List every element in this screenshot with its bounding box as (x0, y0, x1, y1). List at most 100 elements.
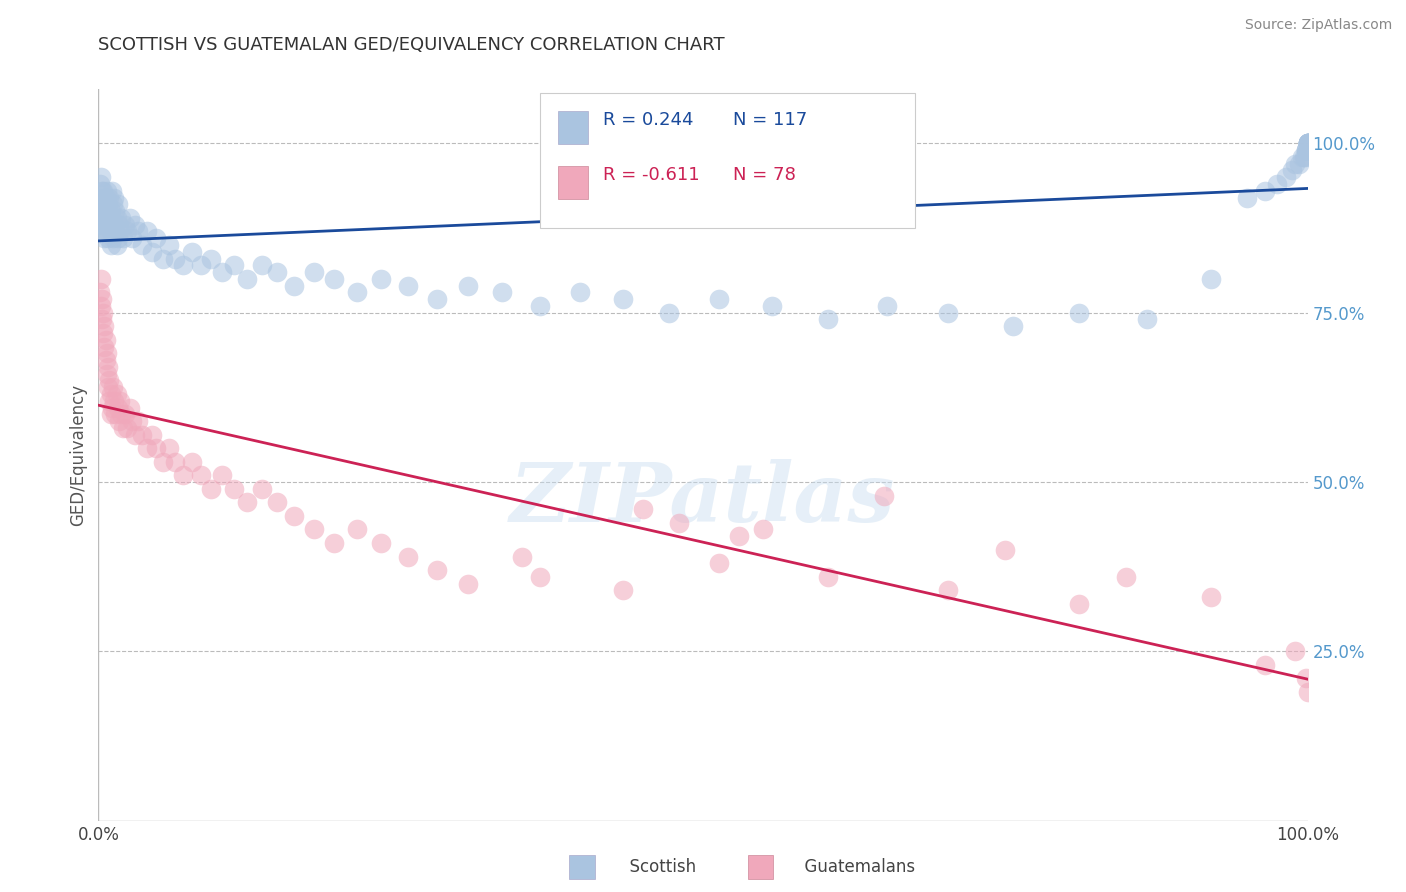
Point (283, 278, 305, 293)
Point (91, 184, 114, 198)
Point (529, 299, 551, 313)
Point (89, 285, 111, 300)
Text: R = -0.611: R = -0.611 (603, 166, 699, 184)
Point (103, 218, 125, 232)
Point (211, 468, 233, 483)
Point (1296, 143, 1319, 157)
Point (568, 285, 591, 300)
Point (145, 231, 167, 245)
Point (1296, 136, 1319, 151)
Point (124, 427, 146, 442)
Point (1067, 597, 1090, 611)
Text: R = 0.244: R = 0.244 (603, 112, 693, 129)
Point (658, 306, 681, 320)
Point (163, 455, 186, 469)
Point (396, 278, 419, 293)
Point (1295, 143, 1317, 157)
Point (1254, 657, 1277, 672)
Point (1296, 143, 1319, 157)
Point (1296, 143, 1319, 157)
Point (302, 265, 325, 279)
Point (873, 489, 896, 503)
Point (127, 414, 149, 428)
Point (96, 346, 118, 360)
Point (157, 441, 180, 455)
Point (94, 218, 117, 232)
Point (91, 197, 114, 211)
Point (104, 224, 127, 238)
Point (1296, 136, 1319, 151)
Point (89, 204, 111, 219)
Point (1296, 143, 1319, 157)
Point (302, 523, 325, 537)
Point (817, 312, 839, 326)
FancyBboxPatch shape (558, 166, 588, 199)
Point (250, 258, 273, 272)
Point (370, 536, 392, 550)
Point (141, 427, 163, 442)
Point (1281, 163, 1303, 178)
Point (145, 441, 167, 455)
Point (1292, 150, 1315, 164)
Point (457, 278, 479, 293)
Y-axis label: GED/Equivalency: GED/Equivalency (69, 384, 87, 526)
Point (97, 197, 120, 211)
Point (101, 380, 124, 394)
Point (107, 197, 129, 211)
Point (938, 583, 960, 598)
Point (1296, 136, 1319, 151)
Point (211, 265, 233, 279)
Point (761, 299, 783, 313)
Point (1115, 570, 1137, 584)
Point (90, 190, 112, 204)
Point (118, 211, 141, 225)
Text: Source: ZipAtlas.com: Source: ZipAtlas.com (1244, 18, 1392, 32)
Point (104, 407, 127, 421)
Point (157, 238, 180, 252)
Point (124, 218, 146, 232)
Point (96, 184, 118, 198)
Point (96, 204, 118, 219)
Point (1296, 685, 1319, 699)
Point (1295, 143, 1317, 157)
Point (111, 421, 134, 435)
Text: N = 78: N = 78 (734, 166, 796, 184)
Point (631, 502, 654, 516)
Point (90, 299, 112, 313)
Point (91, 306, 114, 320)
Point (346, 523, 368, 537)
Point (141, 244, 163, 259)
Point (190, 258, 212, 272)
FancyBboxPatch shape (558, 112, 588, 144)
Point (250, 482, 273, 496)
Point (117, 224, 139, 238)
Point (98, 218, 121, 232)
Point (180, 455, 202, 469)
Point (100, 204, 122, 219)
Point (1295, 672, 1317, 686)
Point (91, 204, 114, 219)
Point (131, 427, 153, 442)
Point (200, 252, 222, 266)
Point (117, 421, 139, 435)
Point (1296, 136, 1319, 151)
FancyBboxPatch shape (540, 93, 915, 228)
Text: Scottish: Scottish (619, 858, 696, 876)
Point (222, 482, 245, 496)
Point (110, 211, 132, 225)
Point (426, 563, 449, 577)
Point (107, 231, 129, 245)
Point (346, 285, 368, 300)
Point (97, 359, 120, 374)
Point (108, 224, 131, 238)
Point (100, 401, 122, 415)
Point (93, 197, 115, 211)
Point (91, 211, 114, 225)
Point (396, 549, 419, 564)
Point (93, 340, 115, 354)
Point (100, 387, 122, 401)
Point (91, 184, 114, 198)
Point (1295, 143, 1317, 157)
Point (236, 495, 259, 509)
Point (1296, 136, 1319, 151)
